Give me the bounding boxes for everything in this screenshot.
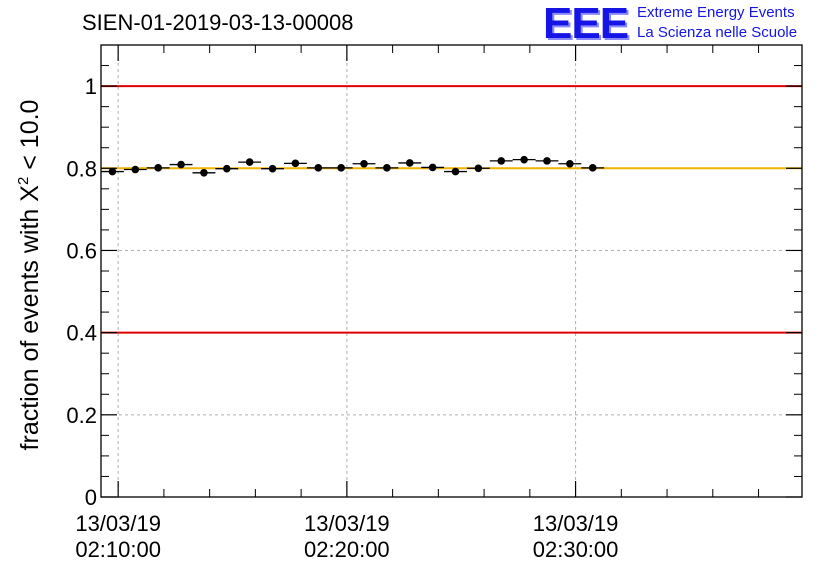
logo-line-2: La Scienza nelle Scuole [637, 24, 798, 41]
data-point [245, 158, 254, 166]
plot-frame [100, 44, 803, 498]
x-tick-label-date: 13/03/19 [75, 511, 161, 536]
axis-ticks [101, 44, 802, 498]
data-point [200, 168, 208, 177]
data-point [268, 164, 277, 173]
x-tick-label-time: 02:20:00 [304, 537, 390, 562]
y-axis-label-prefix: fraction of events with X [16, 185, 44, 451]
y-tick-label: 0.2 [66, 403, 97, 428]
data-point [428, 163, 437, 172]
y-axis-label: fraction of events with X2 < 10.0 [15, 100, 44, 451]
data-point [314, 164, 323, 172]
y-tick-label: 1 [85, 74, 97, 99]
grid [101, 45, 802, 497]
data-point [360, 159, 368, 168]
data-point [543, 157, 551, 165]
run-title: SIEN-01-2019-03-13-00008 [82, 10, 354, 35]
data-point [497, 157, 506, 165]
y-axis-label-suffix: < 10.0 [16, 100, 44, 177]
y-axis-label-superscript: 2 [15, 177, 32, 185]
tick-labels: 00.20.40.60.8113/03/1902:10:0013/03/1902… [66, 74, 618, 562]
data-point [451, 167, 460, 176]
y-tick-label: 0 [85, 485, 97, 510]
eee-logo-mark: EEE [543, 0, 629, 48]
data-point [566, 159, 574, 168]
y-tick-label: 0.8 [66, 156, 97, 181]
x-tick-label-time: 02:30:00 [533, 537, 619, 562]
data-point [337, 164, 345, 172]
data-point [474, 164, 483, 173]
reference-lines [101, 85, 802, 334]
data-point [405, 159, 414, 167]
x-tick-label-date: 13/03/19 [304, 511, 390, 536]
x-tick-label-time: 02:10:00 [75, 537, 161, 562]
data-point [291, 159, 300, 168]
data-series [101, 155, 605, 177]
y-tick-label: 0.4 [66, 321, 97, 346]
data-point [383, 164, 391, 172]
data-point [588, 164, 597, 172]
data-point [177, 160, 185, 169]
data-point [108, 167, 117, 176]
logo-line-1: Extreme Energy Events [637, 4, 795, 21]
data-point [131, 165, 140, 174]
data-point [520, 155, 528, 164]
data-point [154, 164, 162, 172]
data-point [222, 164, 231, 173]
y-tick-label: 0.6 [66, 238, 97, 263]
x-tick-label-date: 13/03/19 [533, 511, 619, 536]
